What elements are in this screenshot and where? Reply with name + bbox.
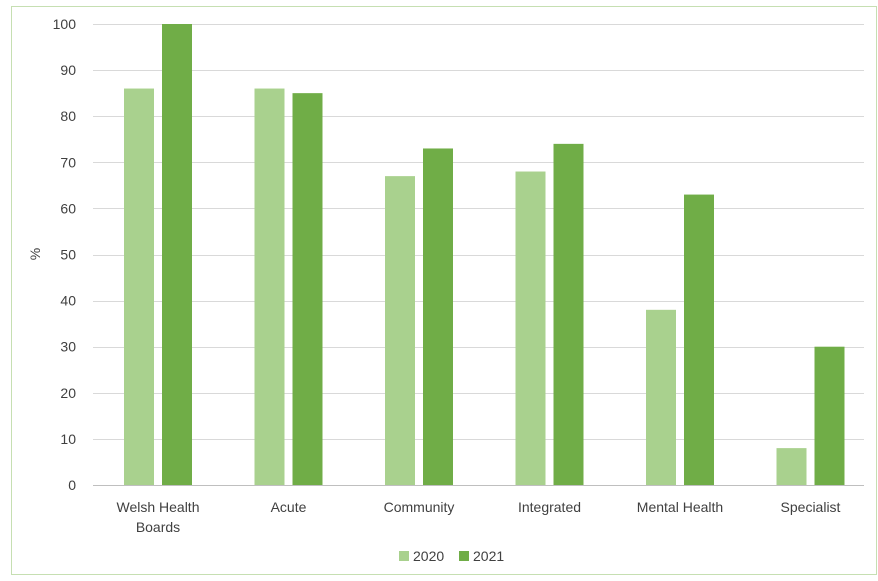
x-category-label: Specialist xyxy=(781,499,841,515)
gridlines xyxy=(93,24,864,486)
y-tick-label: 70 xyxy=(60,154,76,170)
x-category-label: Integrated xyxy=(518,499,581,515)
bar-series xyxy=(124,24,845,486)
y-axis-tick-labels: 0 10 20 30 40 50 60 70 80 90 100 xyxy=(53,16,77,493)
bar-2021-community xyxy=(423,148,453,485)
x-category-label: Community xyxy=(384,499,455,515)
bar-2020-welsh-health-boards xyxy=(124,88,154,485)
y-tick-label: 80 xyxy=(60,108,76,124)
x-category-label: Boards xyxy=(136,519,180,535)
y-tick-label: 0 xyxy=(68,477,76,493)
x-category-label: Acute xyxy=(271,499,307,515)
bar-2021-specialist xyxy=(814,346,845,485)
y-tick-label: 60 xyxy=(60,200,76,216)
x-category-label: Welsh Health xyxy=(116,499,199,515)
bar-2020-acute xyxy=(254,88,285,485)
legend-label-2021: 2021 xyxy=(473,548,504,564)
y-axis-label: % xyxy=(27,248,43,260)
y-tick-label: 50 xyxy=(60,247,76,263)
legend-label-2020: 2020 xyxy=(413,548,444,564)
bar-2021-acute xyxy=(292,93,323,486)
bar-2021-welsh-health-boards xyxy=(162,24,192,485)
x-axis-category-labels: Welsh Health Boards Acute Community Integrat… xyxy=(116,499,840,535)
legend-swatch-2021 xyxy=(459,551,469,561)
bar-2020-integrated xyxy=(515,171,546,485)
bar-2020-community xyxy=(385,176,415,485)
bar-2021-integrated xyxy=(553,143,584,486)
y-tick-label: 40 xyxy=(60,293,76,309)
y-tick-label: 100 xyxy=(53,16,77,32)
legend-swatch-2020 xyxy=(399,551,409,561)
x-category-label: Mental Health xyxy=(637,499,723,515)
chart-border xyxy=(11,6,877,575)
y-tick-label: 10 xyxy=(60,431,76,447)
bar-2021-mental-health xyxy=(684,194,714,485)
bar-2020-mental-health xyxy=(646,309,676,485)
y-tick-label: 90 xyxy=(60,62,76,78)
bar-2020-specialist xyxy=(776,448,807,485)
y-tick-label: 30 xyxy=(60,339,76,355)
legend: 2020 2021 xyxy=(399,548,504,564)
y-tick-label: 20 xyxy=(60,385,76,401)
